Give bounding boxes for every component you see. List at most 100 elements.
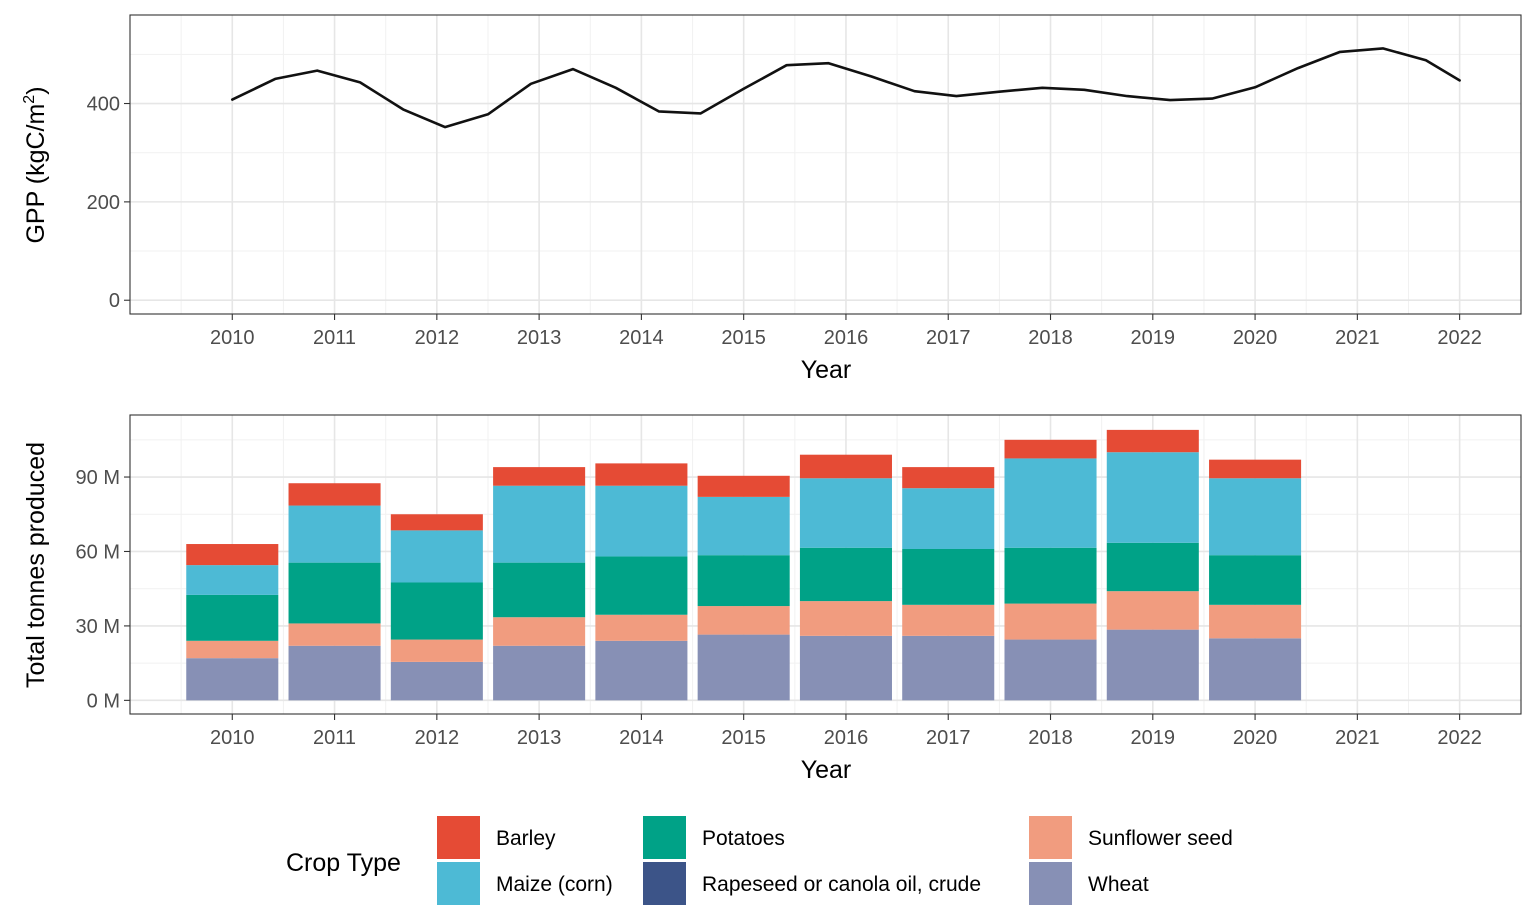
gpp-panel-border <box>129 14 1522 315</box>
bar-wheat-2016 <box>799 635 892 701</box>
legend-key-sunflower-seed <box>1029 816 1072 859</box>
gpp-y-ticks: 0 200 400 <box>87 94 130 312</box>
gpp-y-tick-label: 200 <box>87 192 120 214</box>
bar-y-ticks: 0 M 30 M 60 M 90 M <box>76 467 130 712</box>
bar-maize-corn-2018 <box>1004 458 1097 548</box>
bar-potatoes-2010 <box>186 594 279 641</box>
bar-wheat-2015 <box>697 634 790 701</box>
bar-barley-2018 <box>1004 439 1097 459</box>
bar-maize-corn-2017 <box>902 488 995 549</box>
bar-potatoes-2016 <box>799 547 892 602</box>
bar-wheat-2010 <box>186 658 279 701</box>
legend-label-rapeseed-or-canola-oil-crude: Rapeseed or canola oil, crude <box>702 873 981 896</box>
legend-label-sunflower-seed: Sunflower seed <box>1088 827 1233 850</box>
bar-potatoes-2012 <box>390 582 483 640</box>
legend-key-barley <box>437 816 480 859</box>
bar-barley-2017 <box>902 467 995 489</box>
bar-sunflower-seed-2018 <box>1004 603 1097 640</box>
legend-title: Crop Type <box>286 849 401 877</box>
gpp-x-tick-label: 2019 <box>1131 327 1176 349</box>
legend-key-maize-corn <box>437 862 480 905</box>
bar-x-tick-label: 2012 <box>415 727 460 749</box>
bar-maize-corn-2019 <box>1106 452 1199 543</box>
bar-x-ticks: 2010 2011 2012 2013 2014 2015 2016 2017 2018 2019… <box>210 714 1482 749</box>
gpp-x-tick-label: 2015 <box>721 327 766 349</box>
bar-maize-corn-2020 <box>1209 478 1302 556</box>
gpp-x-tick-label: 2011 <box>313 327 356 349</box>
bar-sunflower-seed-2015 <box>697 606 790 635</box>
legend-items: Barley Maize (corn) Potatoes Rapeseed or ca… <box>437 816 1233 905</box>
bar-wheat-2018 <box>1004 639 1097 701</box>
bar-sunflower-seed-2011 <box>288 623 381 646</box>
bar-x-tick-label: 2021 <box>1335 727 1380 749</box>
bar-potatoes-2013 <box>493 562 586 618</box>
bar-x-tick-label: 2015 <box>721 727 766 749</box>
bar-sunflower-seed-2012 <box>390 639 483 662</box>
bar-y-tick-label: 0 M <box>87 690 120 712</box>
gpp-x-tick-label: 2017 <box>926 327 971 349</box>
bar-panel-border <box>129 414 1522 715</box>
bar-potatoes-2015 <box>697 555 790 607</box>
bar-y-tick-label: 30 M <box>76 616 120 638</box>
bar-wheat-2012 <box>390 661 483 701</box>
bar-x-axis-label: Year <box>801 756 852 784</box>
bar-y-tick-label: 60 M <box>76 541 120 563</box>
legend: Crop Type Barley Maize (corn) Potatoes Rape… <box>286 816 1233 905</box>
bar-barley-2011 <box>288 483 381 506</box>
bar-x-tick-label: 2017 <box>926 727 971 749</box>
bar-maize-corn-2011 <box>288 505 381 563</box>
bar-x-tick-label: 2014 <box>619 727 664 749</box>
bar-wheat-2020 <box>1209 638 1302 701</box>
bar-potatoes-2018 <box>1004 547 1097 604</box>
bar-x-tick-label: 2022 <box>1437 727 1482 749</box>
bar-potatoes-2019 <box>1106 542 1199 592</box>
bar-x-tick-label: 2019 <box>1131 727 1176 749</box>
bar-sunflower-seed-2019 <box>1106 591 1199 630</box>
gpp-x-tick-label: 2012 <box>415 327 460 349</box>
bar-maize-corn-2012 <box>390 530 483 583</box>
bar-potatoes-2014 <box>595 556 688 615</box>
gpp-x-tick-label: 2018 <box>1028 327 1073 349</box>
gpp-x-tick-label: 2010 <box>210 327 255 349</box>
gpp-series-line <box>231 47 1461 129</box>
bar-barley-2012 <box>390 514 483 531</box>
legend-label-barley: Barley <box>496 827 556 850</box>
gpp-line-layer <box>231 47 1461 129</box>
bar-barley-2019 <box>1106 429 1199 453</box>
bar-potatoes-2017 <box>902 548 995 605</box>
legend-key-potatoes <box>643 816 686 859</box>
gpp-x-ticks: 2010 2011 2012 2013 2014 2015 2016 2017 2018 2019… <box>210 314 1482 349</box>
legend-label-potatoes: Potatoes <box>702 827 785 850</box>
bar-wheat-2014 <box>595 640 688 701</box>
bar-sunflower-seed-2016 <box>799 601 892 636</box>
bar-x-tick-label: 2011 <box>313 727 356 749</box>
gpp-x-axis-label: Year <box>801 356 852 384</box>
bar-maize-corn-2016 <box>799 478 892 548</box>
bar-sunflower-seed-2020 <box>1209 604 1302 639</box>
bar-barley-2010 <box>186 544 279 566</box>
bar-barley-2016 <box>799 454 892 479</box>
gpp-x-tick-label: 2020 <box>1233 327 1278 349</box>
gpp-y-axis-label: GPP (kgC/m2) <box>21 86 50 243</box>
crop-production-bar-chart: 2010 2011 2012 2013 2014 2015 2016 2017 2018 2019… <box>22 414 1522 784</box>
bar-potatoes-2020 <box>1209 555 1302 605</box>
bar-x-tick-label: 2018 <box>1028 727 1073 749</box>
bar-wheat-2019 <box>1106 629 1199 701</box>
legend-label-wheat: Wheat <box>1088 873 1149 896</box>
bar-wheat-2017 <box>902 635 995 701</box>
gpp-x-tick-label: 2013 <box>517 327 562 349</box>
gpp-y-axis-label-close: ) <box>22 86 50 94</box>
bar-wheat-2013 <box>493 645 586 701</box>
gpp-x-tick-label: 2016 <box>824 327 869 349</box>
gpp-y-axis-label-main: GPP (kgC/m <box>22 104 50 244</box>
bar-sunflower-seed-2017 <box>902 604 995 636</box>
bar-maize-corn-2010 <box>186 565 279 595</box>
bar-barley-2013 <box>493 467 586 486</box>
legend-key-wheat <box>1029 862 1072 905</box>
bar-x-tick-label: 2013 <box>517 727 562 749</box>
bar-barley-2014 <box>595 463 688 486</box>
bar-y-axis-label: Total tonnes produced <box>22 442 50 688</box>
bar-x-tick-label: 2010 <box>210 727 255 749</box>
gpp-x-tick-label: 2021 <box>1335 327 1380 349</box>
